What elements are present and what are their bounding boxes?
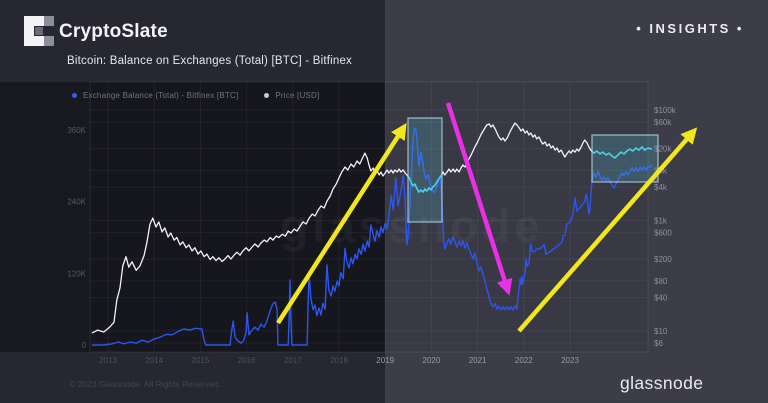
x-axis-tick-label: 2015 [192, 356, 210, 365]
y-left-tick-label: 240K [67, 198, 86, 207]
legend-label-price: Price [USD] [275, 91, 320, 100]
y-right-tick-label: $10 [654, 327, 668, 336]
y-right-tick-label: $600 [654, 229, 672, 238]
y-right-tick-label: $100k [654, 106, 677, 115]
legend: Exchange Balance (Total) - Bitfinex [BTC… [72, 91, 319, 100]
chart-title: Bitcoin: Balance on Exchanges (Total) [B… [67, 55, 353, 67]
glassnode-logo-text: glassnode [620, 373, 704, 393]
highlight-box-2-border [591, 134, 659, 183]
spotlight-overlay [0, 0, 385, 403]
x-axis-tick-label: 2017 [284, 356, 302, 365]
copyright-text: © 2023 Glassnode. All Rights Reserved. [69, 379, 221, 389]
y-right-tick-label: $6 [654, 339, 663, 348]
down-arrow-annotation [445, 102, 513, 296]
highlight-box-1-border [407, 117, 443, 223]
highlight-box-1-fill [408, 118, 442, 222]
legend-label-balance: Exchange Balance (Total) - Bitfinex [BTC… [83, 91, 239, 100]
x-axis-tick-label: 2014 [145, 356, 163, 365]
y-right-tick-label: $1k [654, 216, 668, 225]
x-axis-tick-label: 2020 [423, 356, 441, 365]
up-arrow-annotation-1 [276, 122, 407, 325]
legend-item-balance: Exchange Balance (Total) - Bitfinex [BTC… [72, 91, 238, 100]
x-axis-tick-label: 2023 [561, 356, 579, 365]
x-axis-tick-label: 2021 [469, 356, 487, 365]
legend-item-price: Price [USD] [264, 91, 319, 100]
x-axis-tick-label: 2016 [238, 356, 256, 365]
cryptoslate-logo-icon [24, 16, 54, 46]
y-right-tick-label: $200 [654, 255, 672, 264]
x-axis-tick-label: 2019 [376, 356, 394, 365]
highlight-box-2-fill [592, 135, 658, 182]
exchange-balance-line-series [91, 127, 653, 346]
x-axis-tick-label: 2013 [99, 356, 117, 365]
x-axis-tick-label: 2022 [515, 356, 533, 365]
y-right-tick-label: $60k [654, 118, 672, 127]
y-right-tick-label: $4k [654, 183, 668, 192]
insights-badge: • INSIGHTS • [636, 21, 744, 36]
up-arrow-annotation-3 [517, 127, 698, 333]
y-right-tick-label: $20k [654, 145, 672, 154]
y-right-tick-label: $80 [654, 277, 668, 286]
legend-dot-price-icon [264, 93, 270, 98]
x-axis-tick-label: 2018 [330, 356, 348, 365]
spotlight-plot-overlay [0, 82, 385, 352]
legend-dot-balance-icon [72, 93, 77, 98]
y-right-tick-label: $40 [654, 294, 668, 303]
y-left-tick-label: 360K [67, 126, 86, 135]
brand-title: CryptoSlate [59, 21, 168, 42]
y-left-tick-label: 120K [67, 269, 86, 278]
plot-border [89, 81, 649, 353]
y-left-tick-label: 0 [82, 341, 87, 350]
plot-background [90, 82, 648, 352]
